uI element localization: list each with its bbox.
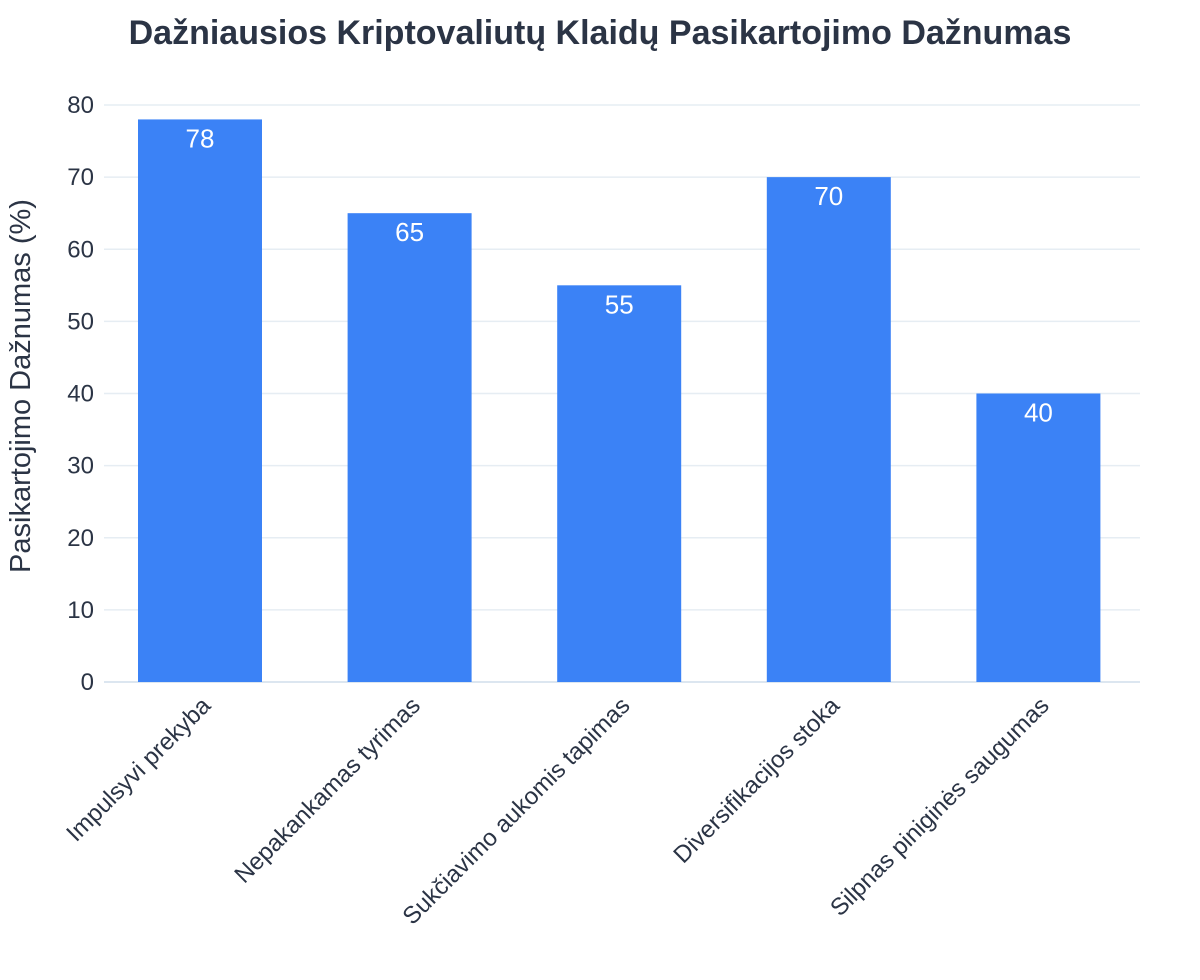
data-label: 70	[814, 181, 843, 211]
y-tick-label: 80	[67, 92, 94, 119]
y-tick-label: 10	[67, 597, 94, 624]
bar	[766, 177, 891, 682]
bar	[557, 285, 682, 682]
data-label: 40	[1024, 398, 1053, 428]
bar	[976, 393, 1101, 682]
y-tick-label: 50	[67, 308, 94, 335]
y-tick-label: 40	[67, 381, 94, 408]
y-tick-label: 30	[67, 453, 94, 480]
data-labels: 78 65 55 70 40	[186, 123, 1053, 427]
x-tick-label: Silpnas piniginės saugumas	[825, 692, 1054, 921]
data-label: 65	[395, 217, 424, 247]
y-axis-ticks: 0 10 20 30 40 50 60 70 80	[67, 92, 94, 696]
y-axis-label: Pasikartojimo Dažnumas (%)	[5, 199, 37, 573]
chart-title: Dažniausios Kriptovaliutų Klaidų Pasikar…	[129, 14, 1072, 52]
x-tick-label: Sukčiavimo aukomis tapimas	[398, 692, 636, 930]
x-tick-label: Nepakankamas tyrimas	[229, 692, 425, 888]
bar	[138, 119, 262, 683]
y-tick-label: 70	[67, 164, 94, 191]
bars	[138, 119, 1101, 683]
data-label: 78	[186, 123, 215, 153]
y-tick-label: 60	[67, 236, 94, 263]
y-tick-label: 0	[81, 669, 94, 696]
y-tick-label: 20	[67, 525, 94, 552]
x-tick-label: Impulsyvi prekyba	[61, 692, 216, 847]
data-label: 55	[605, 289, 634, 319]
x-axis-ticks: Impulsyvi prekyba Nepakankamas tyrimasSuk…	[61, 692, 1054, 930]
x-tick-label: Diversifikacijos stoka	[668, 692, 845, 869]
bar	[347, 213, 472, 682]
